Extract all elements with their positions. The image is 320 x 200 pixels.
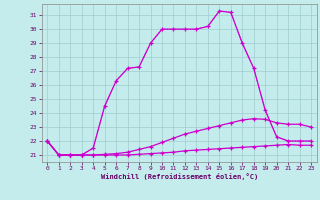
X-axis label: Windchill (Refroidissement éolien,°C): Windchill (Refroidissement éolien,°C) bbox=[100, 173, 258, 180]
